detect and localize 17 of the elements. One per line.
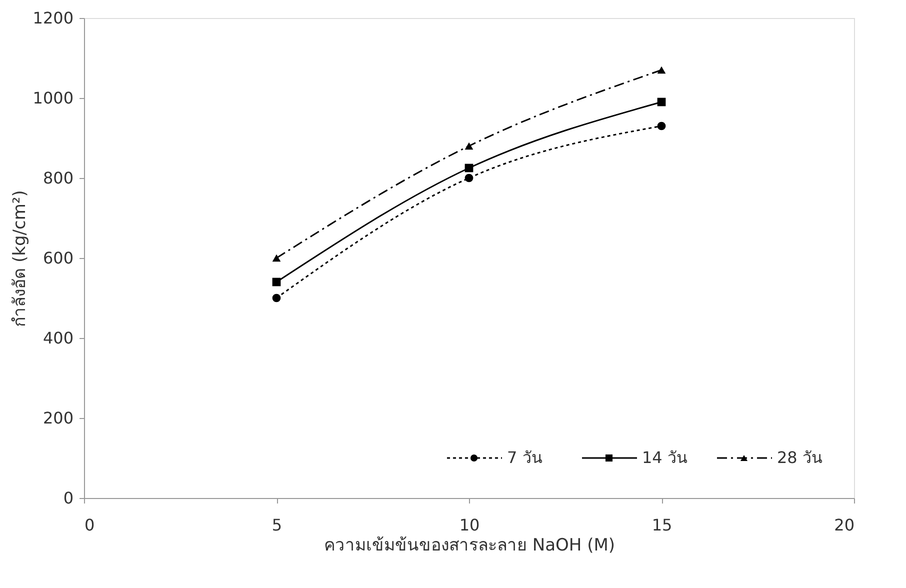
legend-label: 14 วัน	[642, 448, 688, 467]
legend-label: 7 วัน	[507, 448, 542, 467]
x-tick-label: 5	[272, 516, 282, 534]
legend-label: 28 วัน	[777, 448, 822, 467]
x-tick-label: 10	[459, 516, 480, 534]
y-tick-label: 200	[42, 408, 74, 428]
x-tick-label: 20	[834, 516, 854, 534]
y-axis-title: กำลังอัด (kg/cm²)	[10, 190, 30, 327]
x-axis-title: ความเข้มข้นของสารละลาย NaOH (M)	[324, 536, 616, 556]
y-tick-label: 600	[42, 248, 74, 268]
y-tick-label: 400	[42, 328, 74, 348]
y-tick-label: 1000	[32, 88, 74, 108]
x-tick-label: 15	[652, 516, 672, 534]
y-tick-label: 1200	[32, 8, 74, 28]
x-tick-label: 0	[84, 516, 95, 534]
y-tick-label: 800	[42, 168, 74, 188]
y-tick-label: 0	[63, 488, 74, 508]
